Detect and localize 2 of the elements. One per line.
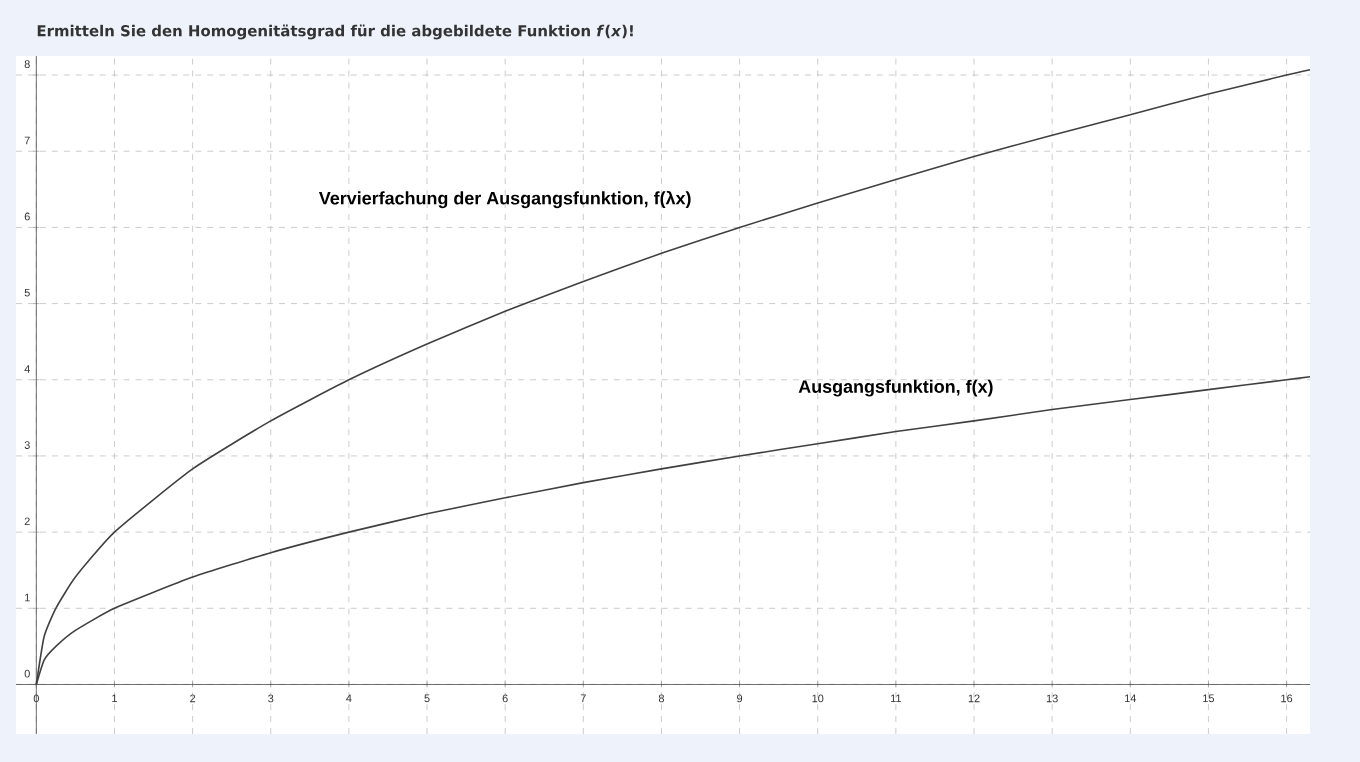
series-label: Ausgangsfunktion, f(x)	[798, 379, 993, 397]
series-label: Vervierfachung der Ausgangsfunktion, f(λx)	[318, 190, 691, 209]
